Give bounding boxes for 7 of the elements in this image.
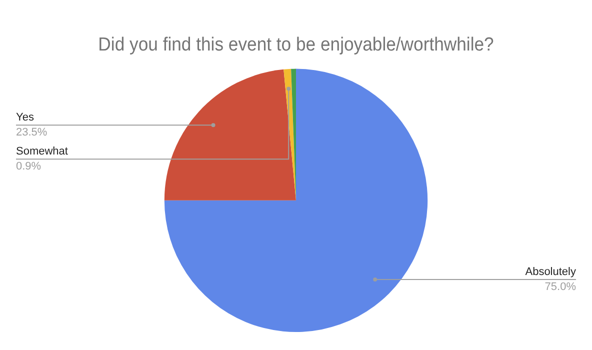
data-label: 23.5% [16,126,48,139]
slice-label: Absolutely [525,266,576,278]
data-label: 0.9% [16,160,42,173]
slice-label: Somewhat [16,146,68,158]
data-label: 75.0% [544,281,576,294]
chart-title: Did you find this event to be enjoyable/worthwhile? [98,33,494,55]
slice-label: Yes [16,112,34,124]
